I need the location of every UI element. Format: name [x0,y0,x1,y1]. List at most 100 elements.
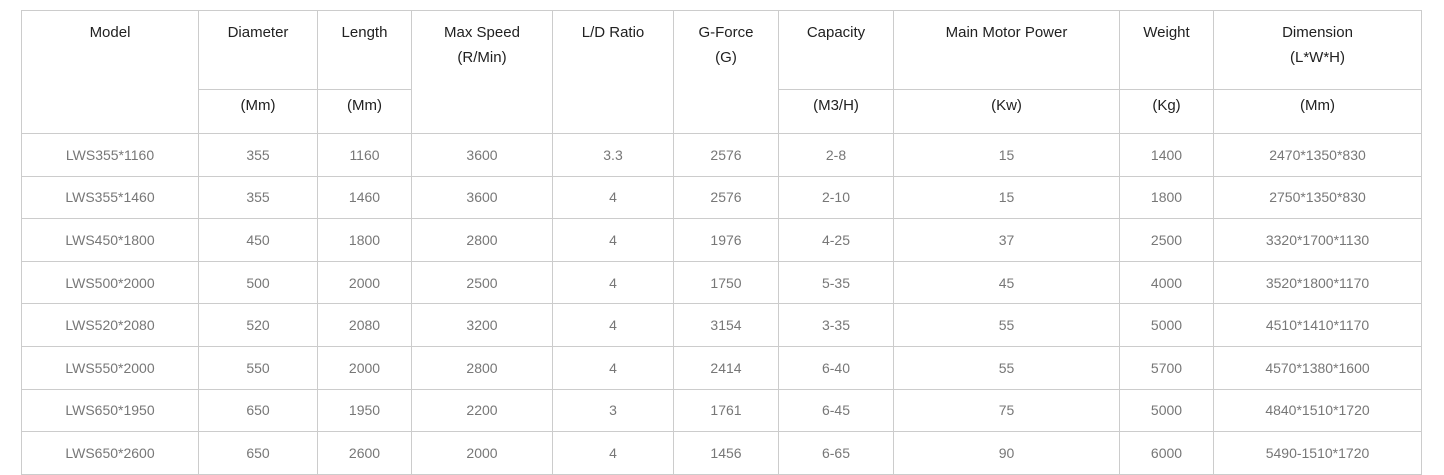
table-cell: 500 [198,260,318,305]
table-cell: 355 [198,133,318,177]
col-header-length: Length [317,10,412,90]
table-cell: 2000 [317,345,412,390]
table-row: LWS500*2000 500 2000 2500 4 1750 5-35 45 4000 352… [21,260,1422,305]
table-cell: 2200 [411,388,553,433]
spec-table: Model Diameter Length Max Speed (R/Min) … [21,10,1422,475]
col-header-capacity-label: Capacity [806,24,866,41]
table-cell: 5000 [1119,303,1214,347]
table-cell: 1456 [673,431,779,475]
table-cell: 2800 [411,218,553,262]
table-cell: 4-25 [778,218,894,262]
table-cell: 1160 [317,133,412,177]
col-header-weight: Weight [1119,10,1214,90]
table-cell: 1460 [317,175,412,220]
table-cell: 3520*1800*1170 [1213,260,1422,305]
table-cell: LWS550*2000 [21,345,199,390]
spec-table-container: Model Diameter Length Max Speed (R/Min) … [21,10,1422,475]
table-cell: 550 [198,345,318,390]
col-header-length-label: Length [341,24,388,41]
table-cell: 15 [893,133,1120,177]
table-cell: 2500 [1119,218,1214,262]
col-unit-weight: (Kg) [1119,89,1214,134]
col-header-model-label: Model [89,24,131,41]
col-unit-length: (Mm) [317,89,412,134]
table-cell: 4000 [1119,260,1214,305]
table-cell: 1950 [317,388,412,433]
col-header-g-force-label: G-Force [698,24,754,41]
table-cell: 450 [198,218,318,262]
col-header-main-motor-power: Main Motor Power [893,10,1120,90]
col-header-capacity: Capacity [778,10,894,90]
table-cell: 45 [893,260,1120,305]
table-cell: 1750 [673,260,779,305]
col-header-dimension-label: Dimension [1282,24,1353,41]
table-cell: 650 [198,431,318,475]
table-cell: 4 [552,175,674,220]
table-cell: 3320*1700*1130 [1213,218,1422,262]
col-unit-dimension: (Mm) [1213,89,1422,134]
table-cell: 5700 [1119,345,1214,390]
table-cell: LWS450*1800 [21,218,199,262]
table-cell: 2600 [317,431,412,475]
table-cell: 520 [198,303,318,347]
col-header-dimension: Dimension (L*W*H) [1213,10,1422,90]
table-cell: LWS500*2000 [21,260,199,305]
table-cell: 1761 [673,388,779,433]
table-cell: 4570*1380*1600 [1213,345,1422,390]
table-row: LWS355*1160 355 1160 3600 3.3 2576 2-8 15 1400 24… [21,133,1422,177]
col-header-model: Model [21,10,199,134]
table-cell: 2576 [673,133,779,177]
col-header-max-speed-label: Max Speed [444,24,520,41]
table-cell: 75 [893,388,1120,433]
table-cell: LWS355*1160 [21,133,199,177]
table-cell: 4840*1510*1720 [1213,388,1422,433]
table-cell: 3 [552,388,674,433]
header-row-1: Model Diameter Length Max Speed (R/Min) … [21,10,1422,134]
table-cell: 4510*1410*1170 [1213,303,1422,347]
table-row: LWS550*2000 550 2000 2800 4 2414 6-40 55 5700 457… [21,345,1422,390]
table-cell: 4 [552,303,674,347]
col-unit-capacity: (M3/H) [778,89,894,134]
col-unit-diameter: (Mm) [198,89,318,134]
table-cell: 4 [552,431,674,475]
table-cell: 2500 [411,260,553,305]
col-header-ld-ratio-label: L/D Ratio [581,24,645,41]
table-cell: 1800 [317,218,412,262]
table-cell: LWS650*2600 [21,431,199,475]
col-header-main-motor-power-label: Main Motor Power [945,24,1068,41]
table-cell: 2800 [411,345,553,390]
col-header-g-force: G-Force (G) [673,10,779,134]
table-cell: 2000 [411,431,553,475]
col-header-diameter-label: Diameter [227,24,289,41]
table-cell: 15 [893,175,1120,220]
table-cell: 3200 [411,303,553,347]
table-cell: 3-35 [778,303,894,347]
table-row: LWS650*2600 650 2600 2000 4 1456 6-65 90 6000 549… [21,431,1422,475]
table-header: Model Diameter Length Max Speed (R/Min) … [21,10,1422,134]
table-cell: LWS650*1950 [21,388,199,433]
table-cell: 6-40 [778,345,894,390]
header-row-2: (Mm) (Mm) (M3/H) (Kw) (Kg) (Mm) [22,89,1422,134]
table-body: LWS355*1160 355 1160 3600 3.3 2576 2-8 15 1400 24… [21,133,1422,475]
col-header-dimension-lwh: (L*W*H) [1290,49,1345,66]
table-cell: 55 [893,345,1120,390]
col-header-g-force-unit: (G) [715,49,737,66]
table-cell: 4 [552,218,674,262]
table-cell: 55 [893,303,1120,347]
table-cell: 2576 [673,175,779,220]
table-cell: 355 [198,175,318,220]
table-row: LWS450*1800 450 1800 2800 4 1976 4-25 37 2500 332… [21,218,1422,262]
col-header-diameter: Diameter [198,10,318,90]
table-cell: 6-65 [778,431,894,475]
table-cell: LWS520*2080 [21,303,199,347]
table-cell: 2414 [673,345,779,390]
table-cell: 6-45 [778,388,894,433]
col-header-max-speed-unit: (R/Min) [457,49,507,66]
table-cell: 1800 [1119,175,1214,220]
table-cell: 4 [552,260,674,305]
table-cell: 90 [893,431,1120,475]
table-cell: 2080 [317,303,412,347]
table-row: LWS650*1950 650 1950 2200 3 1761 6-45 75 5000 484… [21,388,1422,433]
table-cell: 2750*1350*830 [1213,175,1422,220]
table-cell: 650 [198,388,318,433]
